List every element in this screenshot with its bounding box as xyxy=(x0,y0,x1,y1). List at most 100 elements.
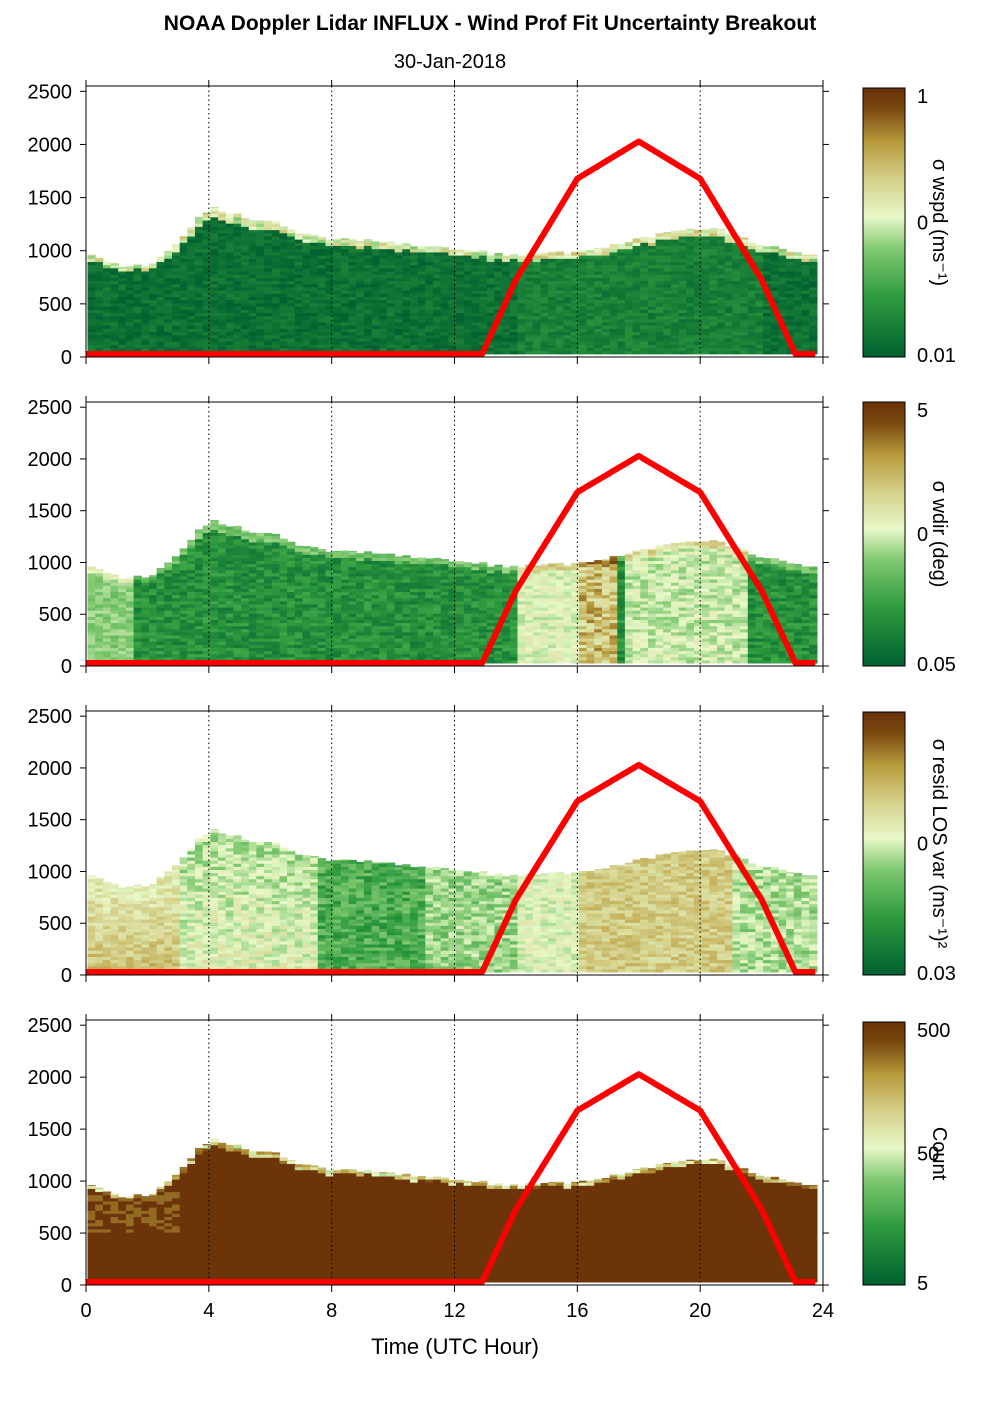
heatmap-cell xyxy=(118,631,127,636)
heatmap-cell xyxy=(532,299,542,304)
heatmap-cell xyxy=(732,299,741,304)
heatmap-cell xyxy=(548,341,557,345)
heatmap-cell xyxy=(379,283,388,288)
heatmap-cell xyxy=(410,274,419,278)
heatmap-cell xyxy=(317,251,327,256)
heatmap-cell xyxy=(502,264,511,269)
heatmap-cell xyxy=(724,315,733,320)
heatmap-cell xyxy=(732,328,741,333)
heatmap-cell xyxy=(149,347,158,352)
heatmap-cell xyxy=(509,318,519,323)
heatmap-cell xyxy=(317,306,327,310)
heatmap-cell xyxy=(202,575,211,580)
heatmap-cell xyxy=(663,315,672,320)
heatmap-cell xyxy=(218,594,227,599)
heatmap-cell xyxy=(149,321,158,326)
heatmap-cell xyxy=(287,277,296,282)
heatmap-cell xyxy=(271,290,281,294)
heatmap-cell xyxy=(302,283,311,288)
heatmap-cell xyxy=(287,293,296,297)
heatmap-cell xyxy=(95,622,104,627)
heatmap-cell xyxy=(195,341,204,345)
heatmap-cell xyxy=(632,328,641,333)
heatmap-cell xyxy=(494,274,503,278)
heatmap-cell xyxy=(233,334,242,339)
heatmap-cell xyxy=(701,293,710,297)
heatmap-cell xyxy=(95,306,104,310)
heatmap-cell xyxy=(333,261,342,266)
heatmap-cell xyxy=(655,258,664,262)
heatmap-cell xyxy=(210,557,219,561)
heatmap-cell xyxy=(118,337,127,342)
heatmap-cell xyxy=(425,325,434,329)
heatmap-cell xyxy=(310,255,319,259)
heatmap-cell xyxy=(141,600,150,605)
heatmap-cell xyxy=(287,229,296,234)
heatmap-cell xyxy=(279,293,288,297)
heatmap-cell xyxy=(655,312,664,317)
heatmap-cell xyxy=(417,293,426,297)
heatmap-cell xyxy=(494,350,503,355)
heatmap-cell xyxy=(218,588,227,593)
heatmap-cell xyxy=(141,628,150,633)
heatmap-cell xyxy=(279,312,288,317)
heatmap-cell xyxy=(724,337,733,342)
heatmap-cell xyxy=(801,331,810,336)
heatmap-cell xyxy=(471,264,480,269)
heatmap-cell xyxy=(241,274,250,278)
heatmap-cell xyxy=(141,299,150,304)
heatmap-cell xyxy=(118,309,127,313)
heatmap-cell xyxy=(486,286,495,291)
heatmap-cell xyxy=(594,334,603,339)
heatmap-cell xyxy=(456,251,465,256)
heatmap-cell xyxy=(241,286,250,291)
heatmap-cell xyxy=(149,337,158,342)
heatmap-cell xyxy=(125,650,135,655)
heatmap-cell xyxy=(655,350,664,355)
heatmap-cell xyxy=(686,325,695,329)
heatmap-cell xyxy=(241,239,250,243)
heatmap-cell xyxy=(555,334,565,339)
heatmap-cell xyxy=(340,264,350,269)
heatmap-cell xyxy=(379,315,388,320)
heatmap-cell xyxy=(87,569,96,574)
heatmap-cell xyxy=(233,242,242,246)
heatmap-cell xyxy=(770,347,780,352)
heatmap-cell xyxy=(717,315,726,320)
heatmap-cell xyxy=(440,347,449,352)
heatmap-cell xyxy=(202,341,211,345)
heatmap-cell xyxy=(233,296,242,301)
heatmap-cell xyxy=(264,251,273,256)
heatmap-cell xyxy=(302,296,311,301)
heatmap-cell xyxy=(371,251,380,256)
heatmap-cell xyxy=(801,312,810,317)
heatmap-cell xyxy=(732,341,741,345)
heatmap-cell xyxy=(172,325,181,329)
heatmap-cell xyxy=(187,631,196,636)
heatmap-cell xyxy=(678,245,687,250)
heatmap-cell xyxy=(225,309,234,313)
heatmap-cell xyxy=(410,255,419,259)
heatmap-cell xyxy=(724,264,733,269)
heatmap-cell xyxy=(356,286,365,291)
heatmap-cell xyxy=(294,283,304,288)
heatmap-cell xyxy=(417,290,426,294)
heatmap-cell xyxy=(778,334,787,339)
heatmap-cell xyxy=(164,619,173,624)
heatmap-cell xyxy=(118,634,127,639)
heatmap-cell xyxy=(486,299,495,304)
heatmap-cell xyxy=(218,622,227,627)
heatmap-cell xyxy=(271,302,281,307)
heatmap-cell xyxy=(456,315,465,320)
heatmap-cell xyxy=(448,341,457,345)
heatmap-cell xyxy=(210,638,219,642)
heatmap-cell xyxy=(479,283,488,288)
heatmap-cell xyxy=(663,258,672,262)
heatmap-cell xyxy=(709,306,718,310)
heatmap-cell xyxy=(363,264,373,269)
heatmap-cell xyxy=(95,296,104,301)
heatmap-cell xyxy=(95,641,104,645)
heatmap-cell xyxy=(640,245,649,250)
heatmap-cell xyxy=(532,258,542,262)
heatmap-cell xyxy=(410,277,419,282)
